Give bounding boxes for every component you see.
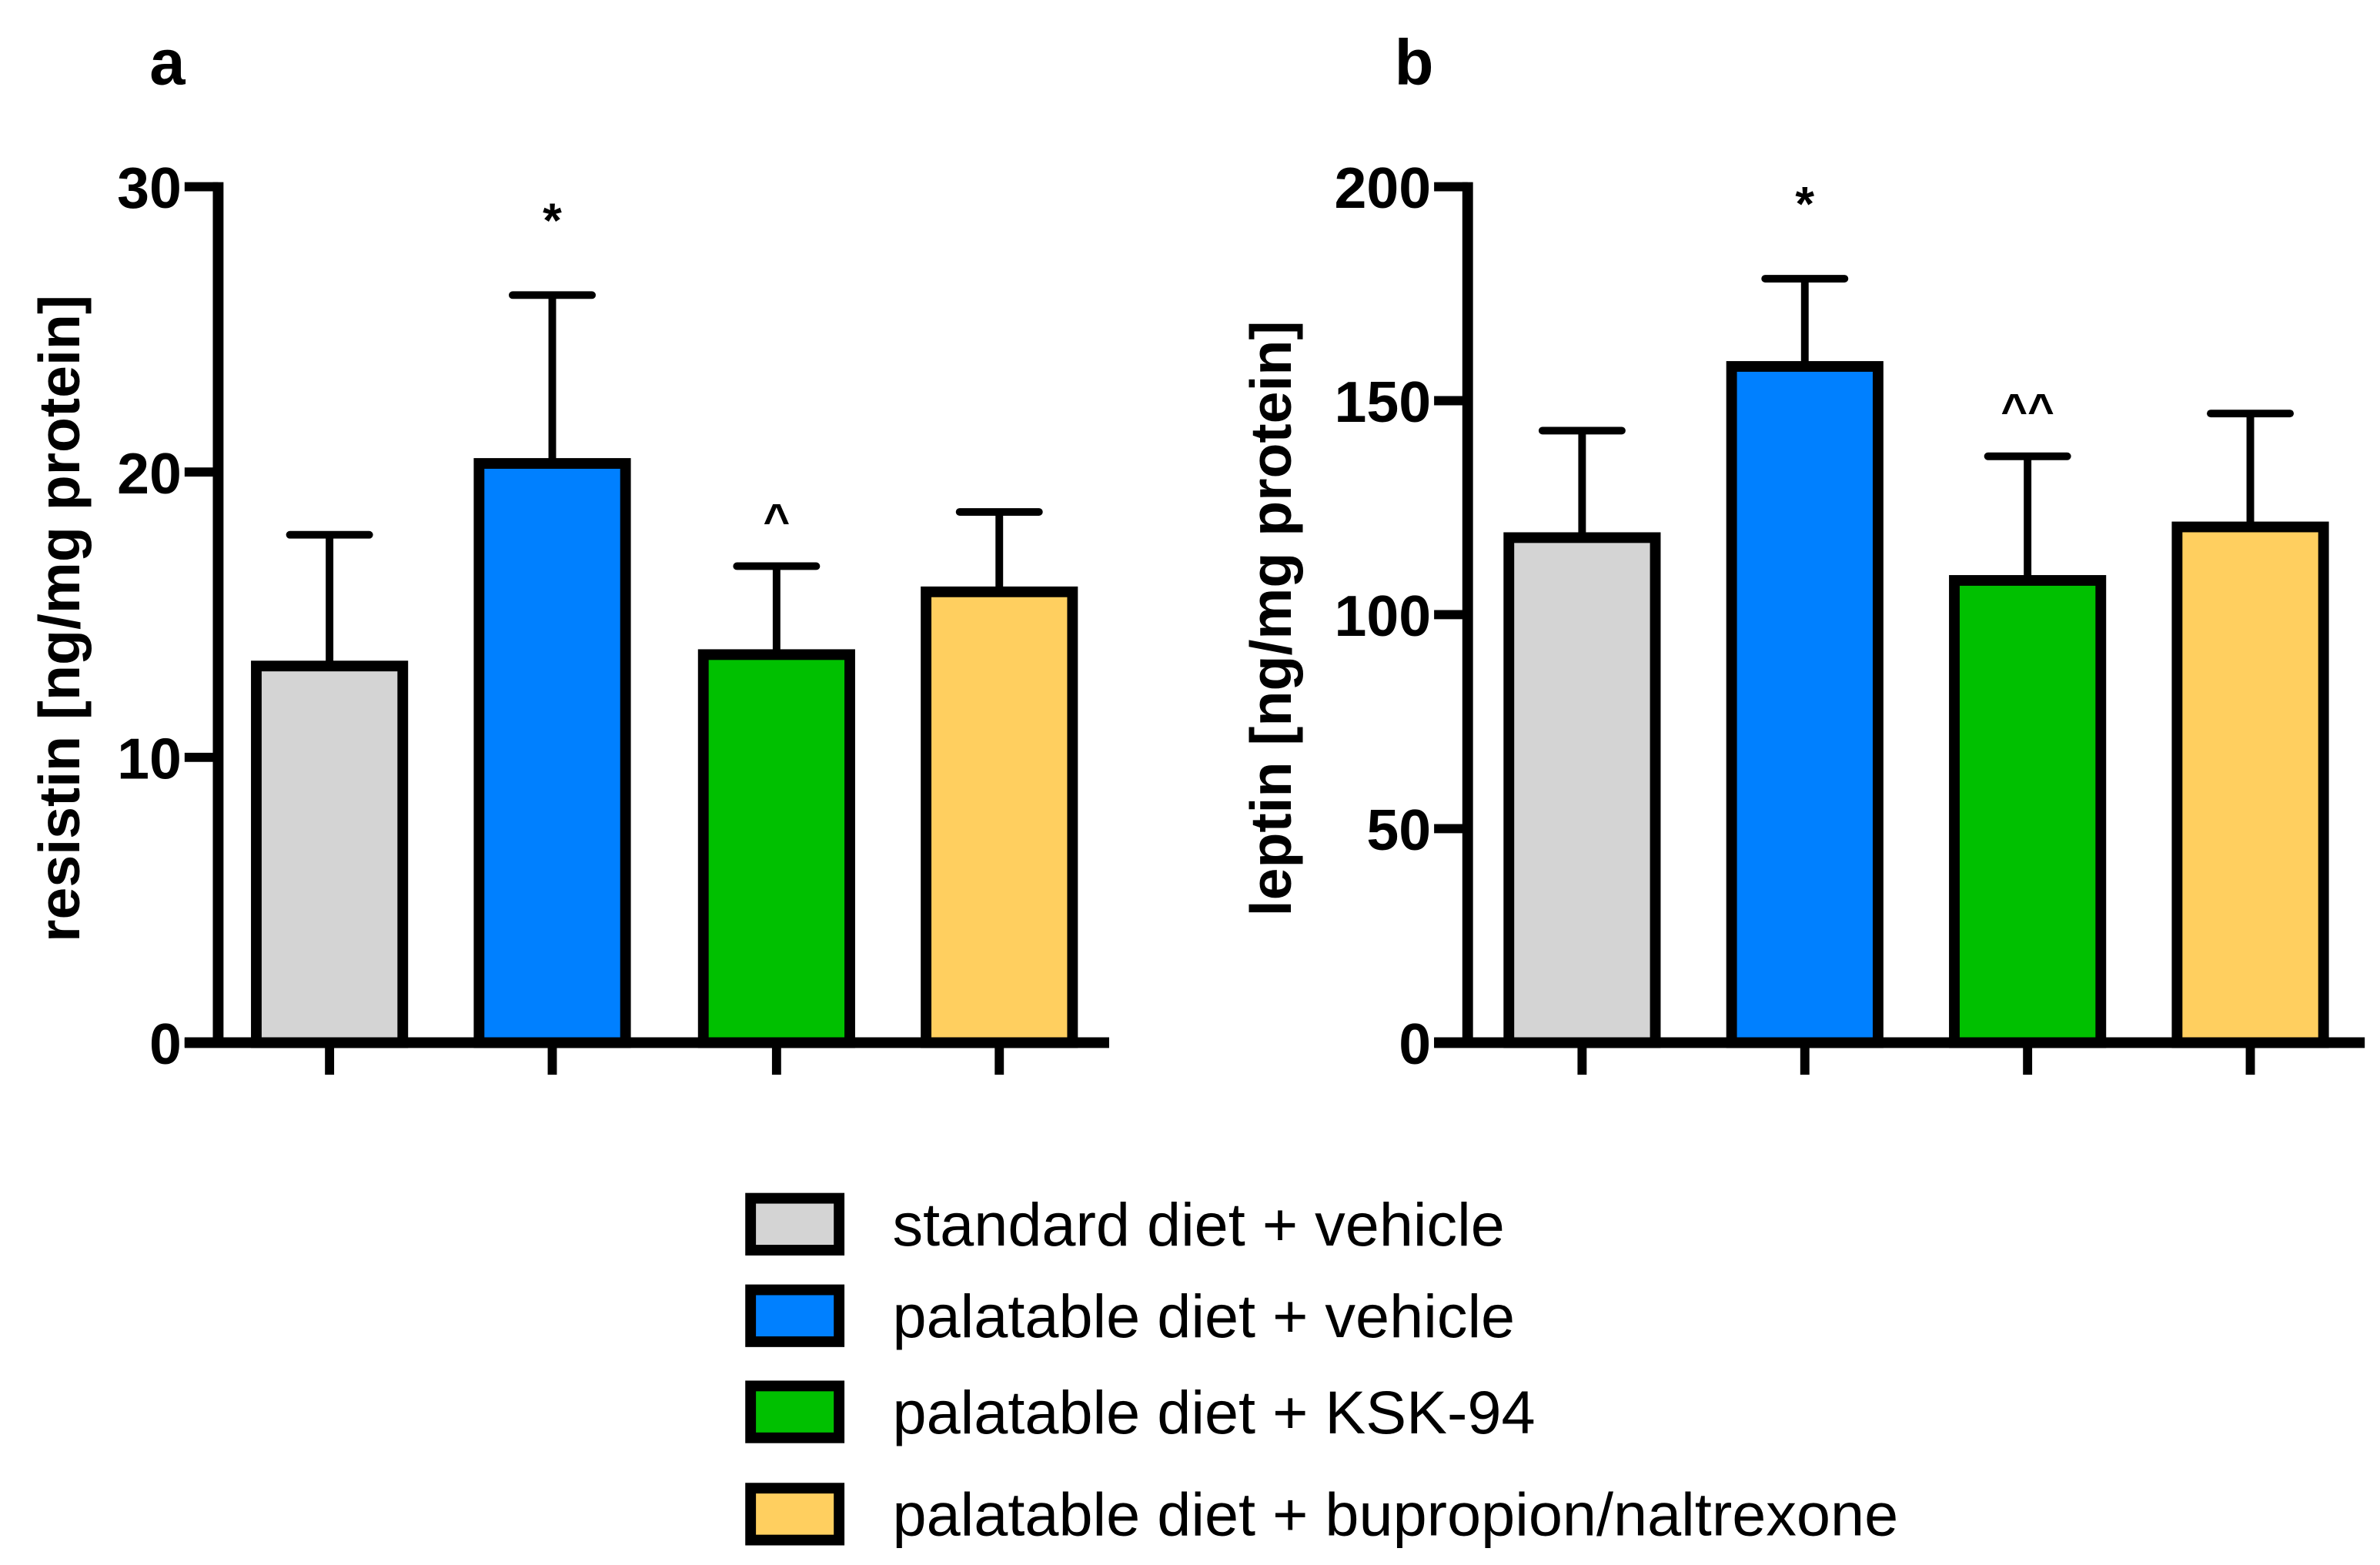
bar: [2171, 521, 2329, 1048]
bar: [251, 660, 409, 1048]
y-tick-label: 30: [117, 155, 182, 220]
y-tick-label: 0: [149, 1012, 182, 1076]
bar: [473, 458, 631, 1048]
bar: [1949, 575, 2107, 1048]
y-tick-label: 10: [117, 727, 182, 791]
panel-b-leptin: b leptin [ng/mg protein] * ^^ 0 50 100 150 200: [1238, 27, 2365, 1076]
y-tick-label: 20: [117, 441, 182, 506]
y-axis-label-a: resistin [ng/mg protein]: [27, 295, 92, 942]
y-tick-label: 0: [1399, 1012, 1431, 1076]
legend-label: palatable diet + bupropion/naltrexone: [893, 1480, 1899, 1549]
bar: [697, 649, 855, 1048]
panel-a-resistin: a resistin [ng/mg protein] * ^ 0 10 20 30: [27, 27, 1109, 1076]
y-tick-label: 50: [1366, 798, 1431, 862]
bar: [1726, 361, 1884, 1048]
legend-label: standard diet + vehicle: [893, 1190, 1505, 1259]
significance-marker: *: [543, 194, 562, 248]
legend-swatch: [745, 1284, 845, 1347]
legend-label: palatable diet + KSK-94: [893, 1378, 1536, 1446]
bar: [921, 586, 1078, 1048]
legend: standard diet + vehicle palatable diet + …: [745, 1190, 1899, 1549]
legend-swatch: [745, 1192, 845, 1256]
significance-marker: *: [1795, 178, 1814, 232]
significance-marker: ^^: [2001, 384, 2054, 436]
y-tick-label: 200: [1335, 155, 1432, 220]
legend-label: palatable diet + vehicle: [893, 1282, 1516, 1350]
legend-swatch: [745, 1380, 845, 1443]
y-axis-label-b: leptin [ng/mg protein]: [1238, 321, 1303, 917]
panel-label-b: b: [1395, 27, 1434, 99]
legend-swatch: [745, 1483, 845, 1546]
y-tick-label: 150: [1335, 370, 1432, 434]
panel-label-a: a: [149, 27, 186, 99]
bar: [1503, 532, 1661, 1048]
significance-marker: ^: [763, 494, 790, 546]
y-tick-label: 100: [1335, 584, 1432, 648]
